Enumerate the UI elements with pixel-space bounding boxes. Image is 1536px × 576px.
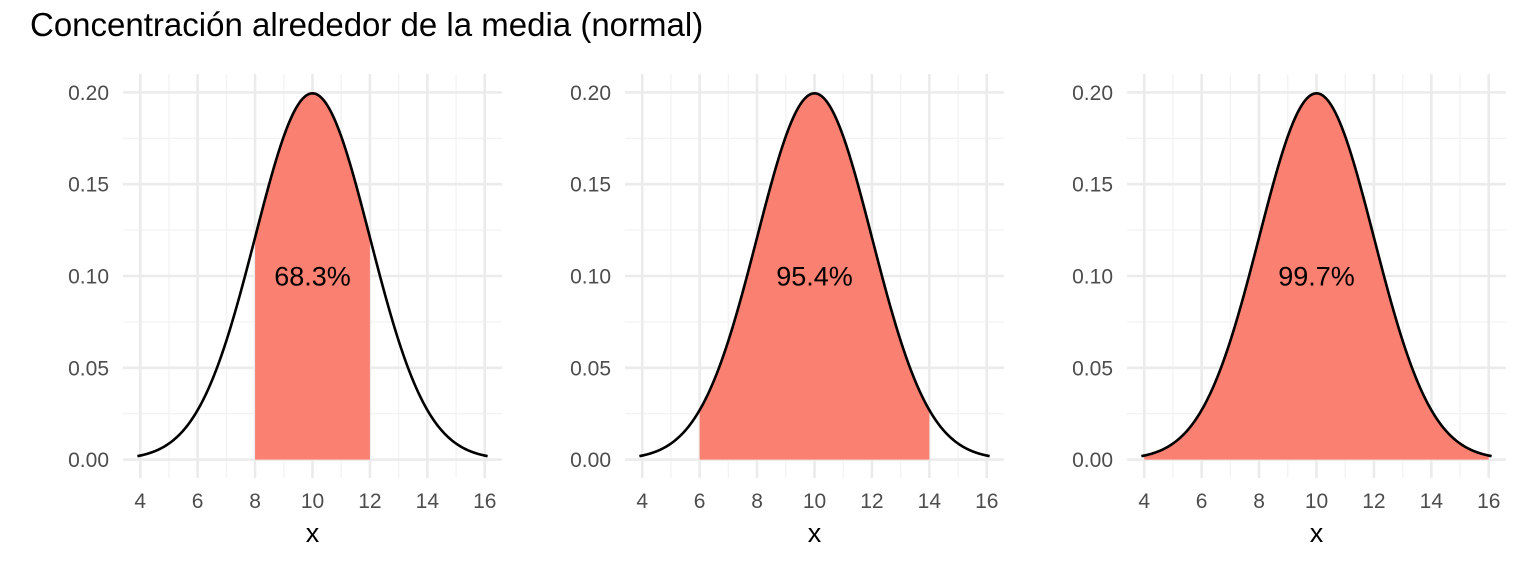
x-axis-title: x [808,518,822,548]
density-curve [1141,92,1492,458]
chart-panel-2: 4 6 8 10 12 14 16 0.00 0.05 0.10 0.15 0.20 95.4% x [570,74,1004,548]
chart-panel-3: 4 6 8 10 12 14 16 0.00 0.05 0.10 0.15 0.20 99.7% x [1072,74,1506,548]
x-tick-label: 8 [249,490,261,513]
x-tick-label: 16 [1477,490,1500,513]
y-tick-label: 0.20 [570,82,611,105]
x-tick-label: 6 [1196,490,1208,513]
y-tick-label: 0.20 [1072,82,1113,105]
x-tick-label: 4 [134,490,146,513]
x-tick-label: 10 [301,490,324,513]
x-tick-label: 10 [1305,490,1328,513]
x-tick-label: 14 [1420,490,1444,513]
y-tick-label: 0.00 [68,449,109,472]
y-tick-label: 0.10 [570,266,611,289]
x-tick-label: 10 [803,490,826,513]
x-tick-label: 16 [975,490,998,513]
y-tick-label: 0.05 [68,357,109,380]
y-tick-label: 0.10 [1072,266,1113,289]
chart-title: Concentración alrededor de la media (nor… [30,6,704,43]
x-tick-label: 16 [473,490,496,513]
y-tick-label: 0.00 [1072,449,1113,472]
shaded-area [699,93,930,460]
y-tick-label: 0.00 [570,449,611,472]
x-tick-label: 12 [358,490,381,513]
x-tick-label: 8 [751,490,763,513]
x-axis-title: x [1310,518,1324,548]
x-tick-label: 12 [860,490,883,513]
density-curve [137,92,488,458]
shaded-area [255,93,370,460]
percentage-annotation: 95.4% [776,262,853,292]
density-curve [639,92,990,458]
x-tick-label: 8 [1253,490,1265,513]
y-tick-label: 0.15 [570,174,611,197]
shaded-area [1144,93,1489,460]
x-tick-label: 4 [636,490,648,513]
y-tick-label: 0.10 [68,266,109,289]
x-tick-label: 14 [918,490,942,513]
y-tick-label: 0.20 [68,82,109,105]
chart-panel-1: 4 6 8 10 12 14 16 0.00 0.05 0.10 0.15 0.20 68.3% x [68,74,502,548]
x-tick-label: 6 [192,490,204,513]
percentage-annotation: 99.7% [1278,262,1355,292]
x-axis-title: x [306,518,320,548]
x-tick-label: 6 [694,490,706,513]
x-tick-label: 12 [1362,490,1385,513]
y-tick-label: 0.05 [1072,357,1113,380]
x-tick-label: 4 [1138,490,1150,513]
y-tick-label: 0.15 [1072,174,1113,197]
y-tick-label: 0.15 [68,174,109,197]
x-tick-label: 14 [416,490,440,513]
y-tick-label: 0.05 [570,357,611,380]
percentage-annotation: 68.3% [274,262,351,292]
